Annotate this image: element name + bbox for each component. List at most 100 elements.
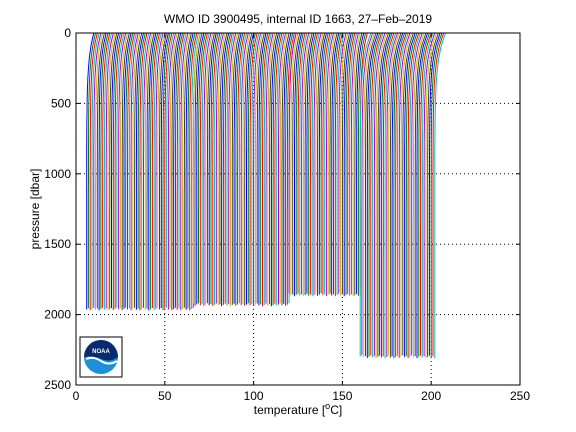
profile-line bbox=[190, 32, 199, 310]
x-tick-label: 250 bbox=[510, 389, 530, 403]
profile-line bbox=[416, 32, 429, 359]
profile-line bbox=[270, 32, 279, 307]
y-tick-label: 1500 bbox=[44, 237, 71, 251]
profile-line bbox=[123, 32, 132, 309]
profile-line bbox=[238, 32, 247, 304]
profile-line bbox=[269, 32, 278, 305]
profile-line bbox=[345, 32, 354, 295]
profile-line bbox=[107, 32, 116, 311]
profile-line bbox=[349, 32, 358, 296]
profile-line bbox=[308, 32, 317, 296]
profile-line bbox=[311, 32, 320, 297]
profile-line bbox=[334, 32, 343, 297]
profile-line bbox=[324, 32, 333, 294]
profile-line bbox=[169, 32, 178, 309]
profile-line bbox=[182, 32, 191, 310]
profile-line bbox=[135, 32, 144, 310]
profile-line bbox=[155, 32, 164, 309]
profile-line bbox=[365, 32, 377, 356]
profile-line bbox=[386, 32, 398, 357]
profile-line bbox=[246, 32, 255, 305]
y-axis-label: pressure [dbar] bbox=[28, 169, 42, 250]
profile-line bbox=[159, 32, 168, 310]
profile-line bbox=[281, 32, 290, 306]
profile-line bbox=[203, 32, 212, 306]
profile-line bbox=[315, 32, 324, 294]
profile-line bbox=[134, 32, 143, 308]
axes-box bbox=[75, 32, 521, 386]
profile-line bbox=[196, 32, 205, 305]
profile-line bbox=[226, 32, 235, 306]
profile-line bbox=[221, 32, 230, 307]
profile-line bbox=[166, 32, 175, 308]
profile-line bbox=[340, 32, 349, 296]
profile-line bbox=[127, 32, 136, 310]
profile-line bbox=[262, 32, 271, 307]
y-tick-label: 0 bbox=[64, 26, 71, 40]
profile-line bbox=[274, 32, 283, 304]
profile-line bbox=[98, 32, 107, 311]
profile-line bbox=[341, 32, 350, 295]
profile-line bbox=[205, 32, 214, 305]
profile-line bbox=[381, 32, 393, 358]
profile-line bbox=[285, 32, 294, 306]
profile-line bbox=[141, 32, 150, 310]
profile-line bbox=[302, 32, 311, 297]
x-tick-label: 150 bbox=[332, 389, 352, 403]
profile-line bbox=[427, 32, 439, 357]
profile-line bbox=[306, 32, 315, 294]
profiles bbox=[86, 32, 446, 359]
profile-line bbox=[425, 32, 437, 359]
profile-line bbox=[313, 32, 322, 296]
profile-line bbox=[405, 32, 418, 356]
profile-line bbox=[173, 32, 182, 309]
profile-line bbox=[347, 32, 356, 294]
profile-line bbox=[370, 32, 382, 356]
profile-line bbox=[409, 32, 421, 357]
profile-line bbox=[404, 32, 416, 358]
profile-line bbox=[434, 32, 446, 359]
x-tick-label: 0 bbox=[73, 389, 80, 403]
profile-line bbox=[361, 32, 374, 356]
profile-line bbox=[359, 32, 372, 357]
profile-line bbox=[130, 32, 139, 311]
profile-line bbox=[146, 32, 155, 309]
x-tick-label: 100 bbox=[244, 389, 264, 403]
profile-line bbox=[233, 32, 242, 304]
profile-line bbox=[354, 32, 363, 296]
profile-line bbox=[272, 32, 281, 305]
profile-line bbox=[317, 32, 326, 296]
profile-line bbox=[194, 32, 203, 306]
profile-line bbox=[377, 32, 390, 357]
profile-line bbox=[116, 32, 125, 308]
profile-line bbox=[368, 32, 381, 357]
profile-line bbox=[411, 32, 423, 356]
y-tick-label: 2500 bbox=[44, 378, 71, 392]
profile-line bbox=[398, 32, 411, 358]
profile-line bbox=[132, 32, 141, 309]
profile-line bbox=[357, 32, 366, 296]
profile-line bbox=[320, 32, 329, 294]
profile-line bbox=[160, 32, 169, 309]
profile-line bbox=[183, 32, 192, 308]
y-axis-ticks: 0 500 1000 1500 2000 2500 bbox=[44, 26, 520, 392]
x-axis-ticks: 0 50 100 150 200 250 bbox=[73, 33, 530, 403]
chart-title: WMO ID 3900495, internal ID 1663, 27–Feb… bbox=[164, 12, 432, 26]
profile-line bbox=[288, 32, 297, 294]
profile-line bbox=[256, 32, 265, 304]
profile-line bbox=[105, 32, 114, 309]
y-tick-label: 1000 bbox=[44, 167, 71, 181]
profile-line bbox=[278, 32, 287, 305]
profile-line bbox=[96, 32, 105, 309]
profile-line bbox=[224, 32, 233, 304]
profile-line bbox=[292, 32, 301, 295]
profile-line bbox=[176, 32, 185, 310]
profile-line bbox=[95, 32, 104, 310]
profile-line bbox=[199, 32, 208, 306]
profile-line bbox=[263, 32, 272, 305]
profile-line bbox=[363, 32, 375, 358]
profile-line bbox=[297, 32, 306, 294]
profile-line bbox=[336, 32, 345, 295]
profile-line bbox=[254, 32, 263, 305]
profile-line bbox=[428, 32, 441, 356]
